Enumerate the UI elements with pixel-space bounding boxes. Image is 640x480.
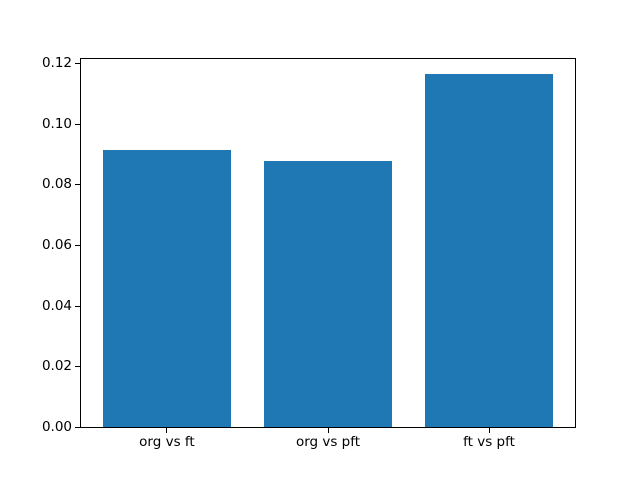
x-tick-mark [327,427,329,433]
bar-ft-vs-pft [424,74,554,427]
y-tick-label: 0.12 [41,55,72,72]
x-tick-mark [166,427,168,433]
y-tick-label: 0.10 [41,115,72,132]
y-tick-mark [75,184,80,186]
y-tick-label: 0.06 [41,237,72,254]
y-tick-label: 0.08 [41,176,72,193]
x-tick-mark [488,427,490,433]
y-tick-mark [75,245,80,247]
y-tick-mark [75,305,80,307]
bar-org-vs-pft [263,160,393,427]
y-tick-mark [75,366,80,368]
y-tick-label: 0.00 [41,419,72,435]
y-tick-mark [75,63,80,65]
plot-area [80,57,576,428]
y-tick-label: 0.02 [41,358,72,375]
y-tick-mark [75,427,80,428]
y-tick-label: 0.04 [41,297,72,314]
bar-org-vs-ft [102,150,232,427]
x-tick-label: org vs ft [139,433,195,450]
x-tick-label: org vs pft [295,433,361,450]
x-tick-label: ft vs pft [463,433,515,450]
y-tick-mark [75,123,80,125]
